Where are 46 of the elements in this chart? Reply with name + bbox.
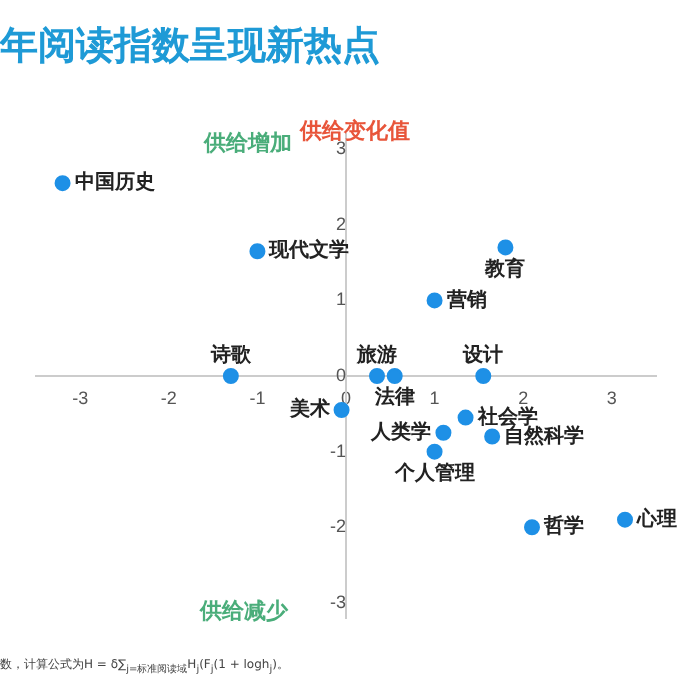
point [333, 402, 350, 419]
point [617, 511, 633, 528]
series-label: 个人管理 [392, 460, 475, 485]
series-label: 中国历史 [74, 170, 155, 195]
point [54, 175, 71, 192]
series-label: 心理 [635, 506, 677, 531]
point [497, 239, 514, 256]
x-tick-label: 2 [518, 387, 529, 408]
point [435, 424, 452, 441]
y-tick-label: -3 [329, 591, 346, 612]
point [475, 368, 492, 384]
y-axis-title: 供给变化值 [300, 116, 410, 144]
point [484, 428, 501, 445]
x-tick-label: 3 [606, 387, 617, 408]
point [386, 368, 403, 384]
x-tick-label: -2 [160, 387, 177, 408]
series-label: 法律 [372, 385, 415, 410]
x-tick-label: -1 [249, 387, 266, 408]
series-label: 现代文学 [267, 238, 350, 263]
y-tick-label: 2 [335, 213, 346, 234]
series-label: 人类学 [369, 419, 432, 444]
point [524, 519, 540, 536]
y-tick-label: 0 [335, 364, 346, 385]
annotation: 供给增加 [204, 128, 292, 158]
series-label: 教育 [483, 256, 526, 281]
series-label: 哲学 [542, 514, 584, 539]
point [457, 409, 474, 426]
point [249, 243, 266, 260]
point [426, 292, 443, 309]
series-label: 旅游 [355, 343, 397, 368]
series-label: 设计 [461, 343, 504, 368]
y-tick-label: 1 [335, 289, 346, 310]
point [222, 368, 239, 384]
point [369, 368, 385, 384]
y-tick-label: -2 [329, 516, 346, 537]
x-tick-label: 1 [429, 387, 440, 408]
series-label: 诗歌 [208, 343, 253, 368]
y-tick-label: -1 [329, 440, 346, 461]
series-label: 自然科学 [504, 423, 585, 448]
series-label: 社会学 [475, 404, 538, 429]
series-label: 美术 [287, 397, 332, 422]
y-tick-label: 3 [335, 138, 346, 159]
x-tick-label: -3 [72, 387, 89, 408]
series-label: 营销 [444, 287, 487, 312]
annotation: 供给减少 [200, 596, 288, 626]
point [426, 443, 443, 460]
